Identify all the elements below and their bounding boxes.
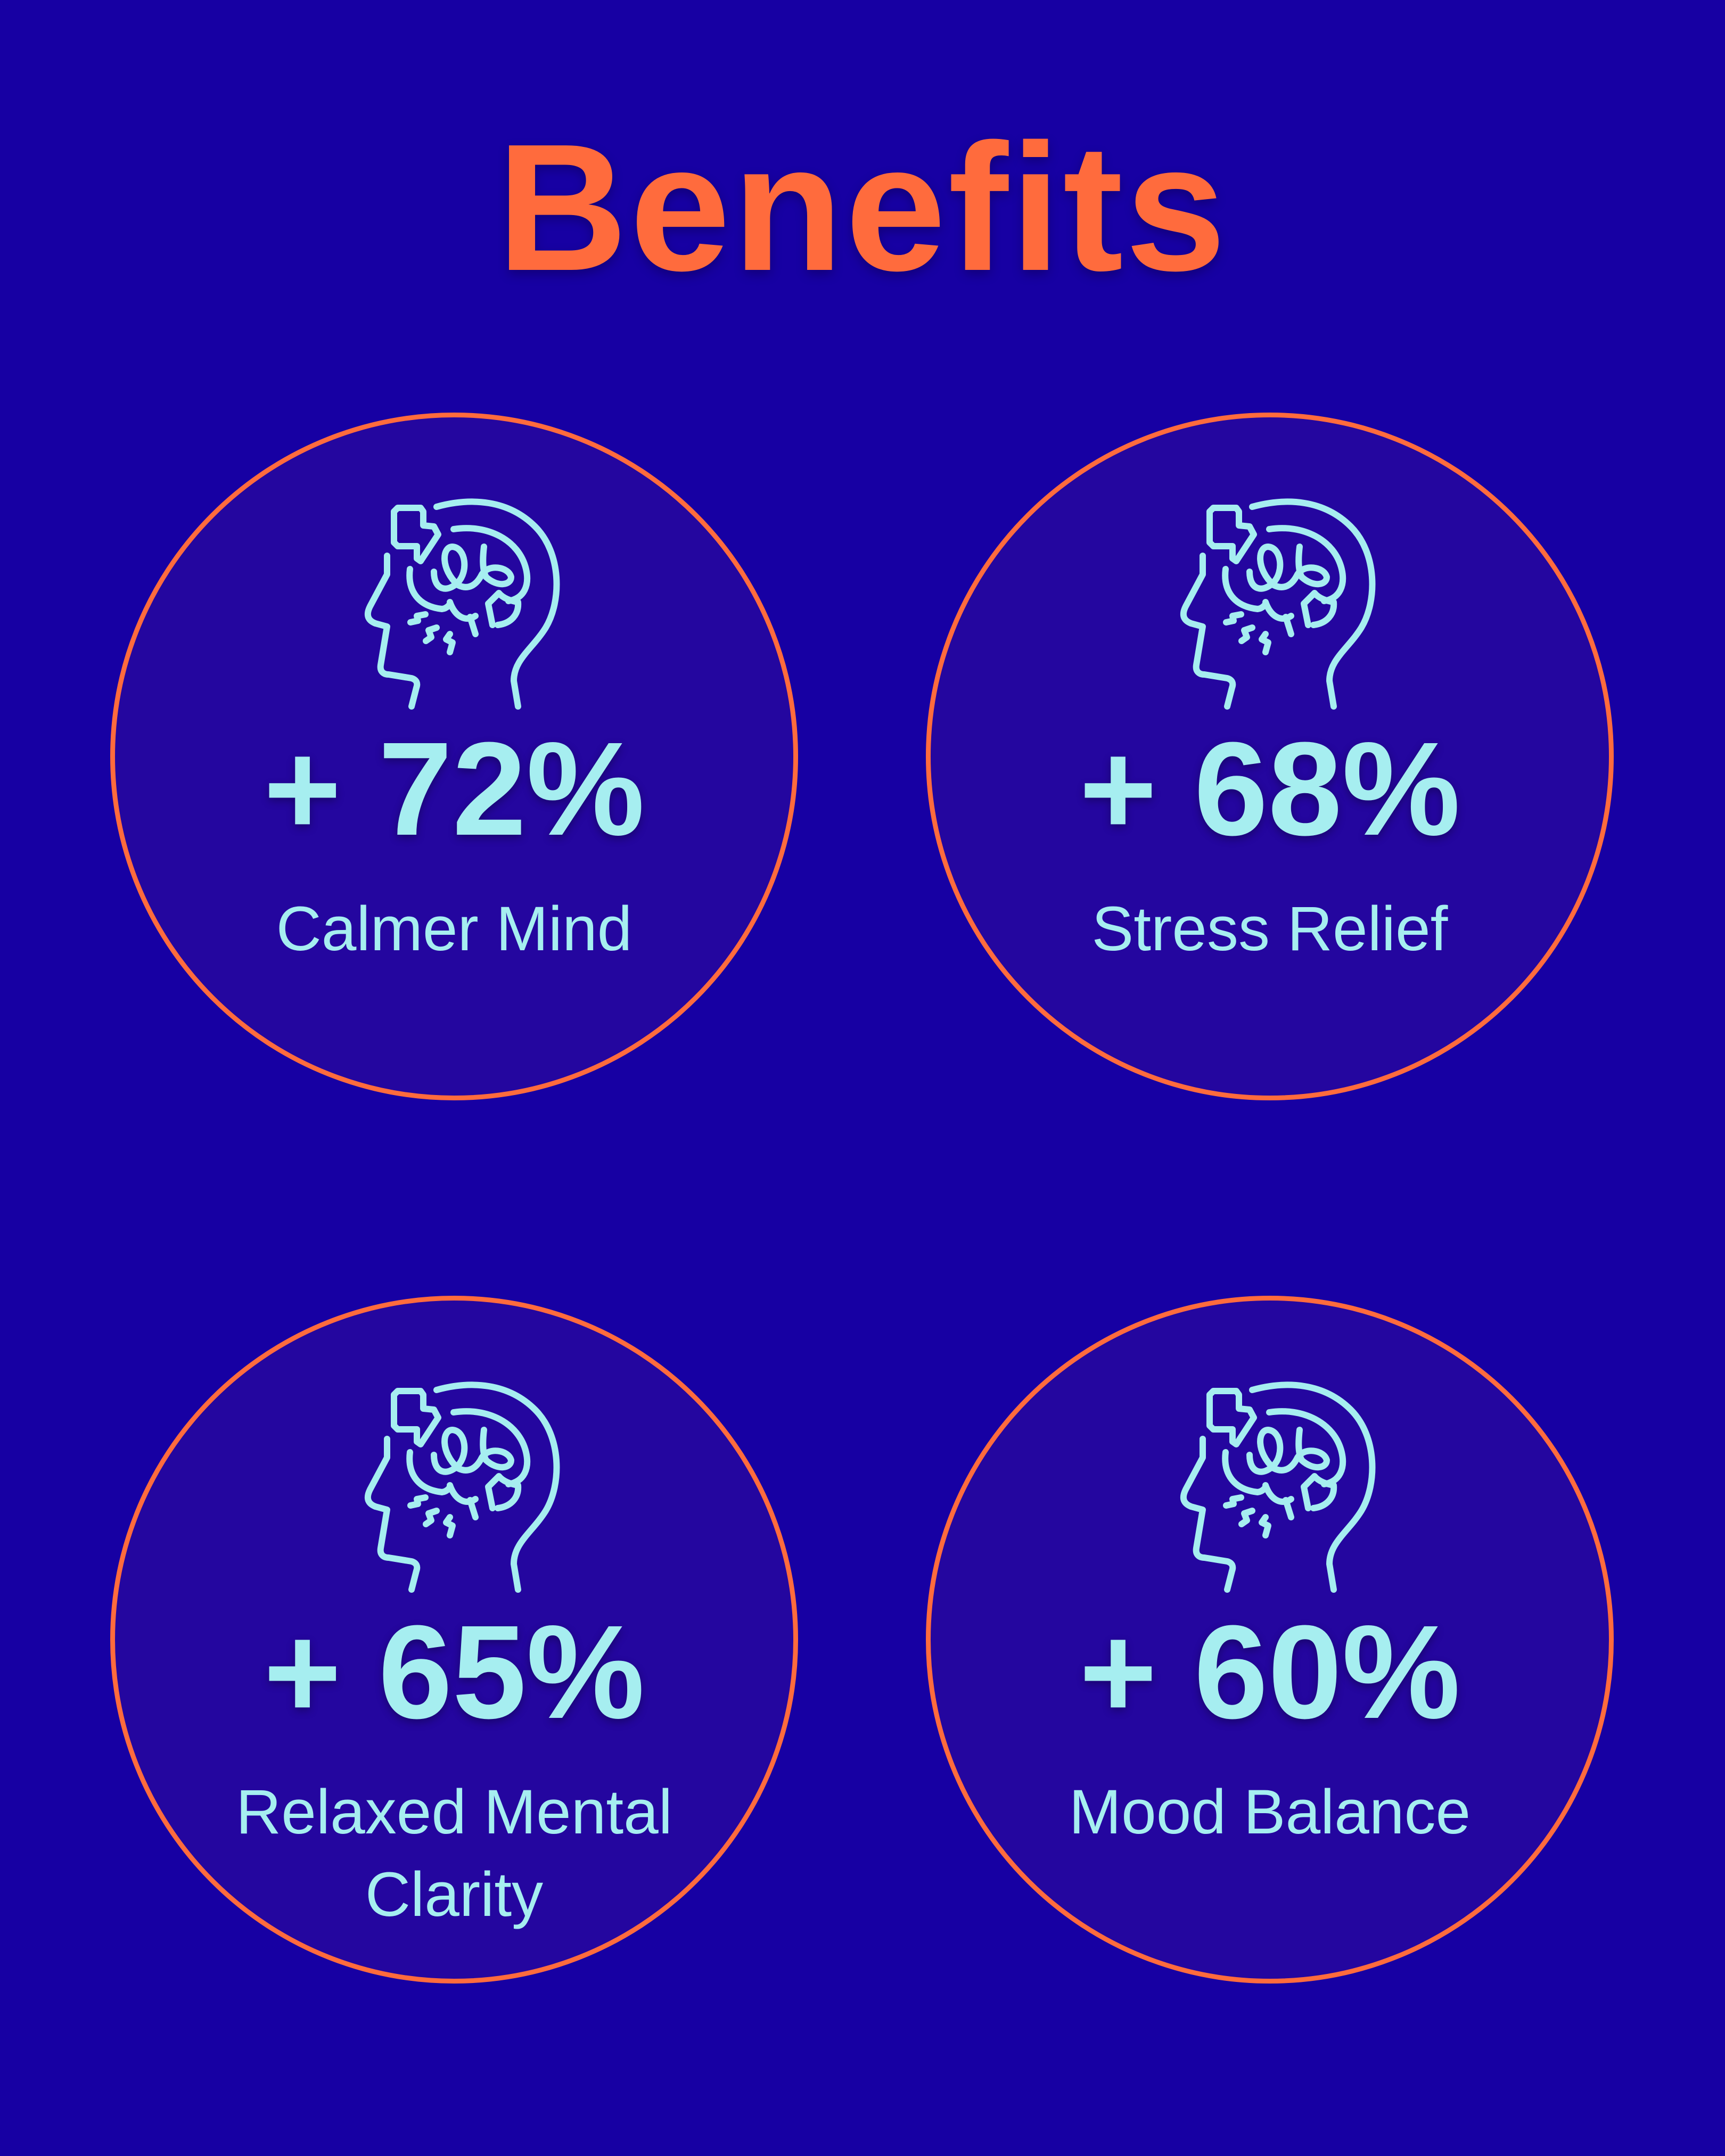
benefit-card-stress-relief: + 68% Stress Relief: [926, 413, 1614, 1100]
benefit-label: Stress Relief: [1091, 894, 1448, 964]
head-brain-stress-icon: [349, 484, 572, 723]
head-brain-stress-icon: [1164, 1367, 1388, 1607]
benefit-card-mood-balance: + 60% Mood Balance: [926, 1296, 1614, 1984]
benefit-value: + 65%: [264, 1598, 645, 1746]
benefit-value: + 60%: [1079, 1598, 1460, 1746]
benefit-label: Calmer Mind: [276, 894, 632, 964]
benefit-label: Relaxed Mental Clarity: [236, 1777, 672, 1930]
benefit-value: + 68%: [1079, 714, 1460, 863]
benefit-label: Mood Balance: [1069, 1777, 1471, 1847]
head-brain-stress-icon: [349, 1367, 572, 1607]
benefit-value: + 72%: [264, 714, 645, 863]
head-brain-stress-icon: [1164, 484, 1388, 723]
benefit-card-relaxed-mental-clarity: + 65% Relaxed Mental Clarity: [110, 1296, 798, 1984]
benefit-card-calmer-mind: + 72% Calmer Mind: [110, 413, 798, 1100]
page-title: Benefits: [497, 106, 1228, 309]
